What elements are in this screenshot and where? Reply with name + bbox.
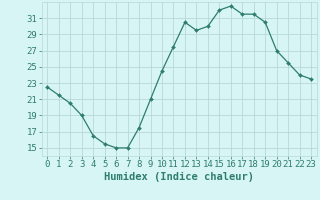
X-axis label: Humidex (Indice chaleur): Humidex (Indice chaleur) xyxy=(104,172,254,182)
